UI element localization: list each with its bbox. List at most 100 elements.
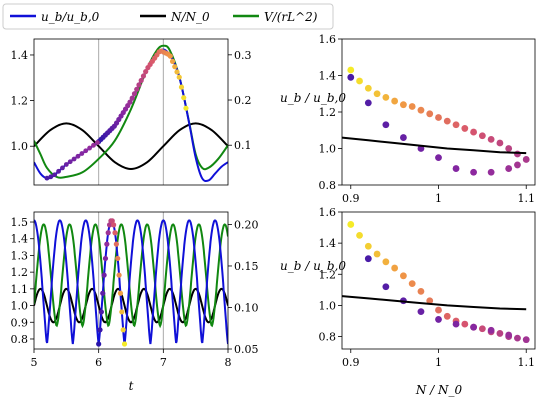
tl-highlight-point-37: [178, 84, 185, 90]
br-point-1: [356, 231, 363, 239]
tr-point-20: [522, 156, 530, 163]
tr-point-25: [452, 165, 460, 172]
br-point-5: [391, 264, 399, 272]
tr-point-28: [400, 134, 407, 141]
bl-xtick-label-3: 8: [225, 356, 232, 369]
tr-ytick-label-4: 1.6: [319, 33, 337, 46]
br-point-22: [487, 326, 495, 334]
tl-highlight-early-12: [91, 142, 96, 148]
br-point-8: [417, 287, 425, 295]
bl-xtick-label-2: 7: [160, 356, 167, 369]
tl-highlight-point-38: [181, 95, 187, 101]
tr-point-31: [347, 73, 355, 81]
br-point-2: [364, 242, 372, 250]
br-xtick-label-1: 1: [435, 356, 442, 369]
tl-highlight-early-8: [75, 153, 81, 159]
ylabel-bottom-right-text: u_b / u_b,0: [280, 259, 346, 273]
br-point-19: [514, 334, 521, 342]
tl-highlight-early-0: [44, 175, 50, 181]
bl-highlight-point-16: [117, 290, 124, 296]
tl-highlight-point-21: [143, 69, 149, 75]
tr-ytick-label-3: 1.4: [319, 70, 337, 83]
tl-highlight-point-18: [136, 82, 142, 88]
tr-point-24: [470, 168, 477, 176]
br-point-3: [373, 250, 381, 258]
tr-point-1: [356, 77, 363, 85]
bl-ytick-label-2: 1.0: [11, 300, 29, 313]
tr-frame: [341, 38, 536, 186]
tr-xtick-label-0: 0.9: [342, 192, 360, 205]
panel-top-right: 0.8 1.0 1.2 1.4 1.6 0.9 1 1.1: [319, 33, 536, 205]
x-axis-label-n: N / N_0: [415, 383, 463, 397]
br-curve: [342, 295, 527, 311]
br-point-17: [496, 330, 504, 337]
tl-frame: [33, 38, 229, 186]
tr-point-19: [514, 150, 521, 158]
tl-highlight-early-4: [60, 165, 65, 171]
bl-y2tick-label-0: 0.05: [234, 343, 259, 356]
tr-point-14: [470, 128, 477, 136]
bl-series-2: [34, 223, 228, 329]
bl-highlight-point-3: [100, 290, 106, 296]
bl-ytick-label-7: 1.5: [11, 216, 29, 229]
tl-y2tick-label-2: 0.3: [234, 49, 252, 62]
br-point-29: [364, 255, 372, 263]
br-point-0: [347, 221, 355, 228]
tl-highlight-early-7: [71, 156, 77, 162]
tl-series-2: [34, 44, 228, 179]
bl-highlight-point-17: [119, 309, 125, 315]
legend: u_b/u_b,0 N/N_0 V/(rL^2): [2, 3, 334, 30]
tr-point-8: [417, 106, 425, 114]
br-xtick-label-2: 1.1: [517, 356, 535, 369]
ylabel-top-right-text: u_b / u_b,0: [280, 91, 346, 105]
panel-bottom-left: 0.8 0.9 1.0 1.1 1.2 1.3 1.4 1.5 0.05 0.10 0.15 0.20…: [11, 211, 259, 369]
tr-point-26: [435, 154, 442, 162]
tr-point-4: [382, 94, 390, 101]
tl-highlight-early-1: [48, 174, 54, 180]
bl-highlight-point-12: [112, 230, 118, 236]
br-ytick-label-1: 1.0: [319, 299, 337, 312]
bl-highlight-point-13: [113, 241, 119, 247]
tl-highlight-early-2: [52, 172, 58, 178]
br-frame: [341, 211, 536, 350]
tl-highlight-early-13: [94, 140, 100, 145]
legend-label-ub: u_b/u_b,0: [41, 10, 100, 24]
tr-point-3: [373, 90, 381, 98]
tl-highlight-point-34: [172, 64, 178, 70]
tr-xtick-label-1: 1: [435, 192, 442, 205]
br-ytick-label-4: 1.6: [319, 206, 337, 219]
tr-point-21: [514, 161, 521, 169]
br-point-9: [426, 297, 434, 305]
tr-point-30: [364, 99, 372, 107]
br-point-25: [435, 316, 442, 323]
tl-series-1: [34, 122, 228, 171]
br-point-4: [382, 258, 390, 266]
br-point-28: [382, 283, 390, 291]
tr-point-6: [400, 101, 407, 109]
bl-highlight-point-2: [98, 309, 104, 315]
tr-ytick-label-1: 1.0: [319, 143, 337, 156]
bl-highlight-point-4: [101, 272, 107, 278]
tr-point-29: [382, 121, 390, 129]
bl-highlight-point-15: [116, 272, 122, 278]
br-point-20: [522, 336, 530, 344]
br-ytick-label-0: 0.8: [319, 331, 337, 344]
tr-point-2: [364, 84, 372, 92]
bl-highlight-point-10: [109, 218, 115, 224]
bl-ytick-label-1: 0.9: [11, 316, 29, 329]
br-xtick-label-0: 0.9: [342, 356, 360, 369]
bl-highlight-point-8: [106, 222, 113, 228]
tl-y2tick-label-0: 0.1: [234, 139, 252, 152]
bl-highlight-point-19: [121, 341, 128, 347]
br-point-11: [443, 312, 451, 320]
br-point-26: [417, 308, 425, 316]
bl-highlight-point-0: [96, 341, 102, 347]
panel-top-left: 1.0 1.2 1.4 0.1 0.2 0.3: [11, 38, 252, 186]
bl-y2tick-label-1: 0.10: [234, 301, 259, 314]
tr-point-9: [426, 110, 434, 118]
tl-highlight-early-11: [87, 145, 93, 151]
tr-ytick-label-0: 0.8: [319, 179, 337, 192]
tl-highlight-early-9: [79, 151, 85, 156]
ylabel-top-right: u_b / u_b,0: [280, 91, 346, 105]
